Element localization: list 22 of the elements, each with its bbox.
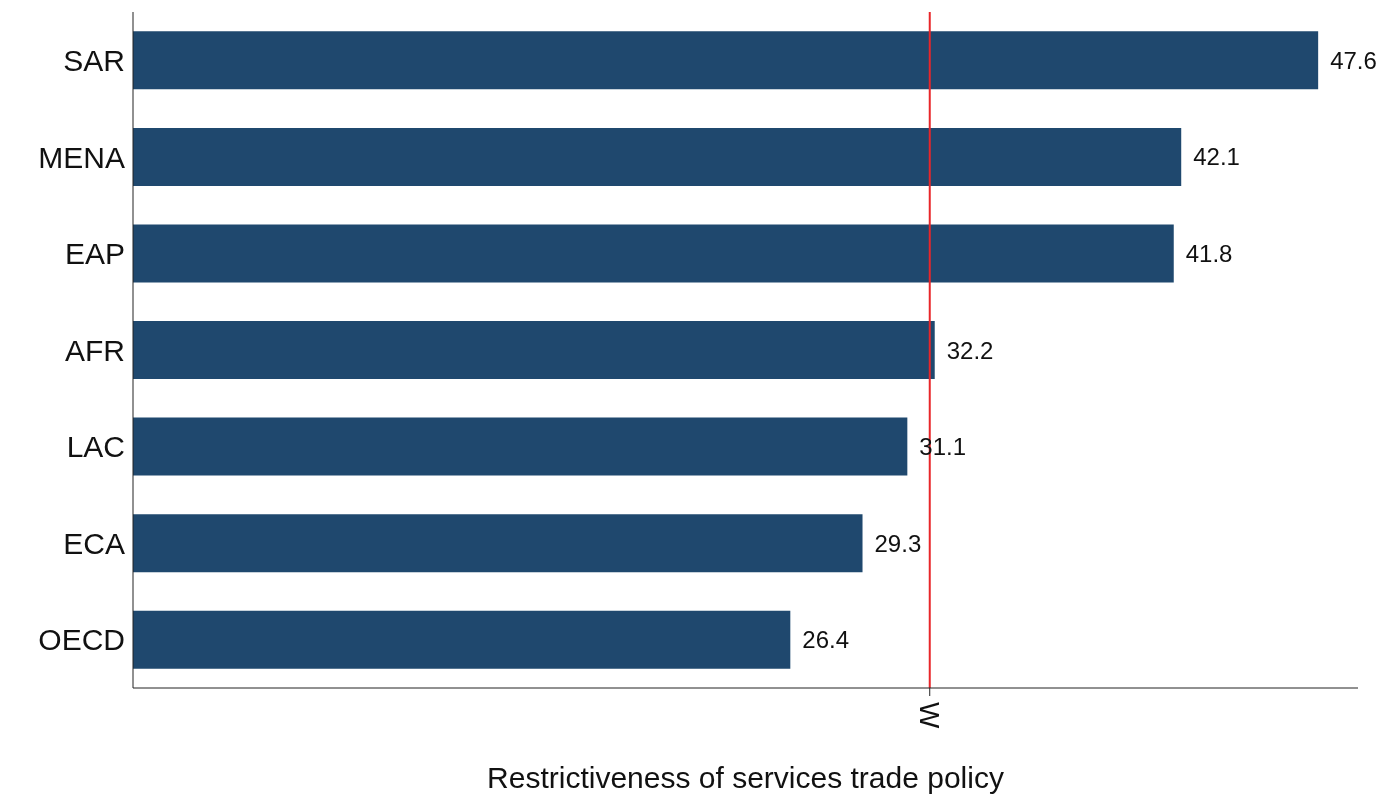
y-tick-label: SAR xyxy=(63,43,125,77)
x-axis-title: Restrictiveness of services trade policy xyxy=(487,761,1004,794)
x-tick-label: W xyxy=(914,702,946,729)
y-tick-label: LAC xyxy=(66,430,125,464)
bar xyxy=(133,31,1319,90)
y-tick-label: ECA xyxy=(63,526,125,560)
data-label: 32.2 xyxy=(946,336,994,364)
data-label: 42.1 xyxy=(1193,143,1240,171)
data-label: 41.8 xyxy=(1185,239,1233,267)
bar xyxy=(133,224,1174,283)
y-tick-label: MENA xyxy=(38,140,125,174)
y-tick-label: OECD xyxy=(38,623,125,657)
bar xyxy=(133,127,1182,186)
bar xyxy=(133,321,935,380)
bar xyxy=(133,514,863,573)
data-label: 26.4 xyxy=(802,626,850,654)
y-tick-label: AFR xyxy=(65,333,125,367)
bar xyxy=(133,610,791,669)
data-label: 29.3 xyxy=(874,529,922,557)
bar xyxy=(133,417,908,476)
data-label: 47.6 xyxy=(1330,46,1377,74)
y-tick-label: EAP xyxy=(64,237,125,271)
